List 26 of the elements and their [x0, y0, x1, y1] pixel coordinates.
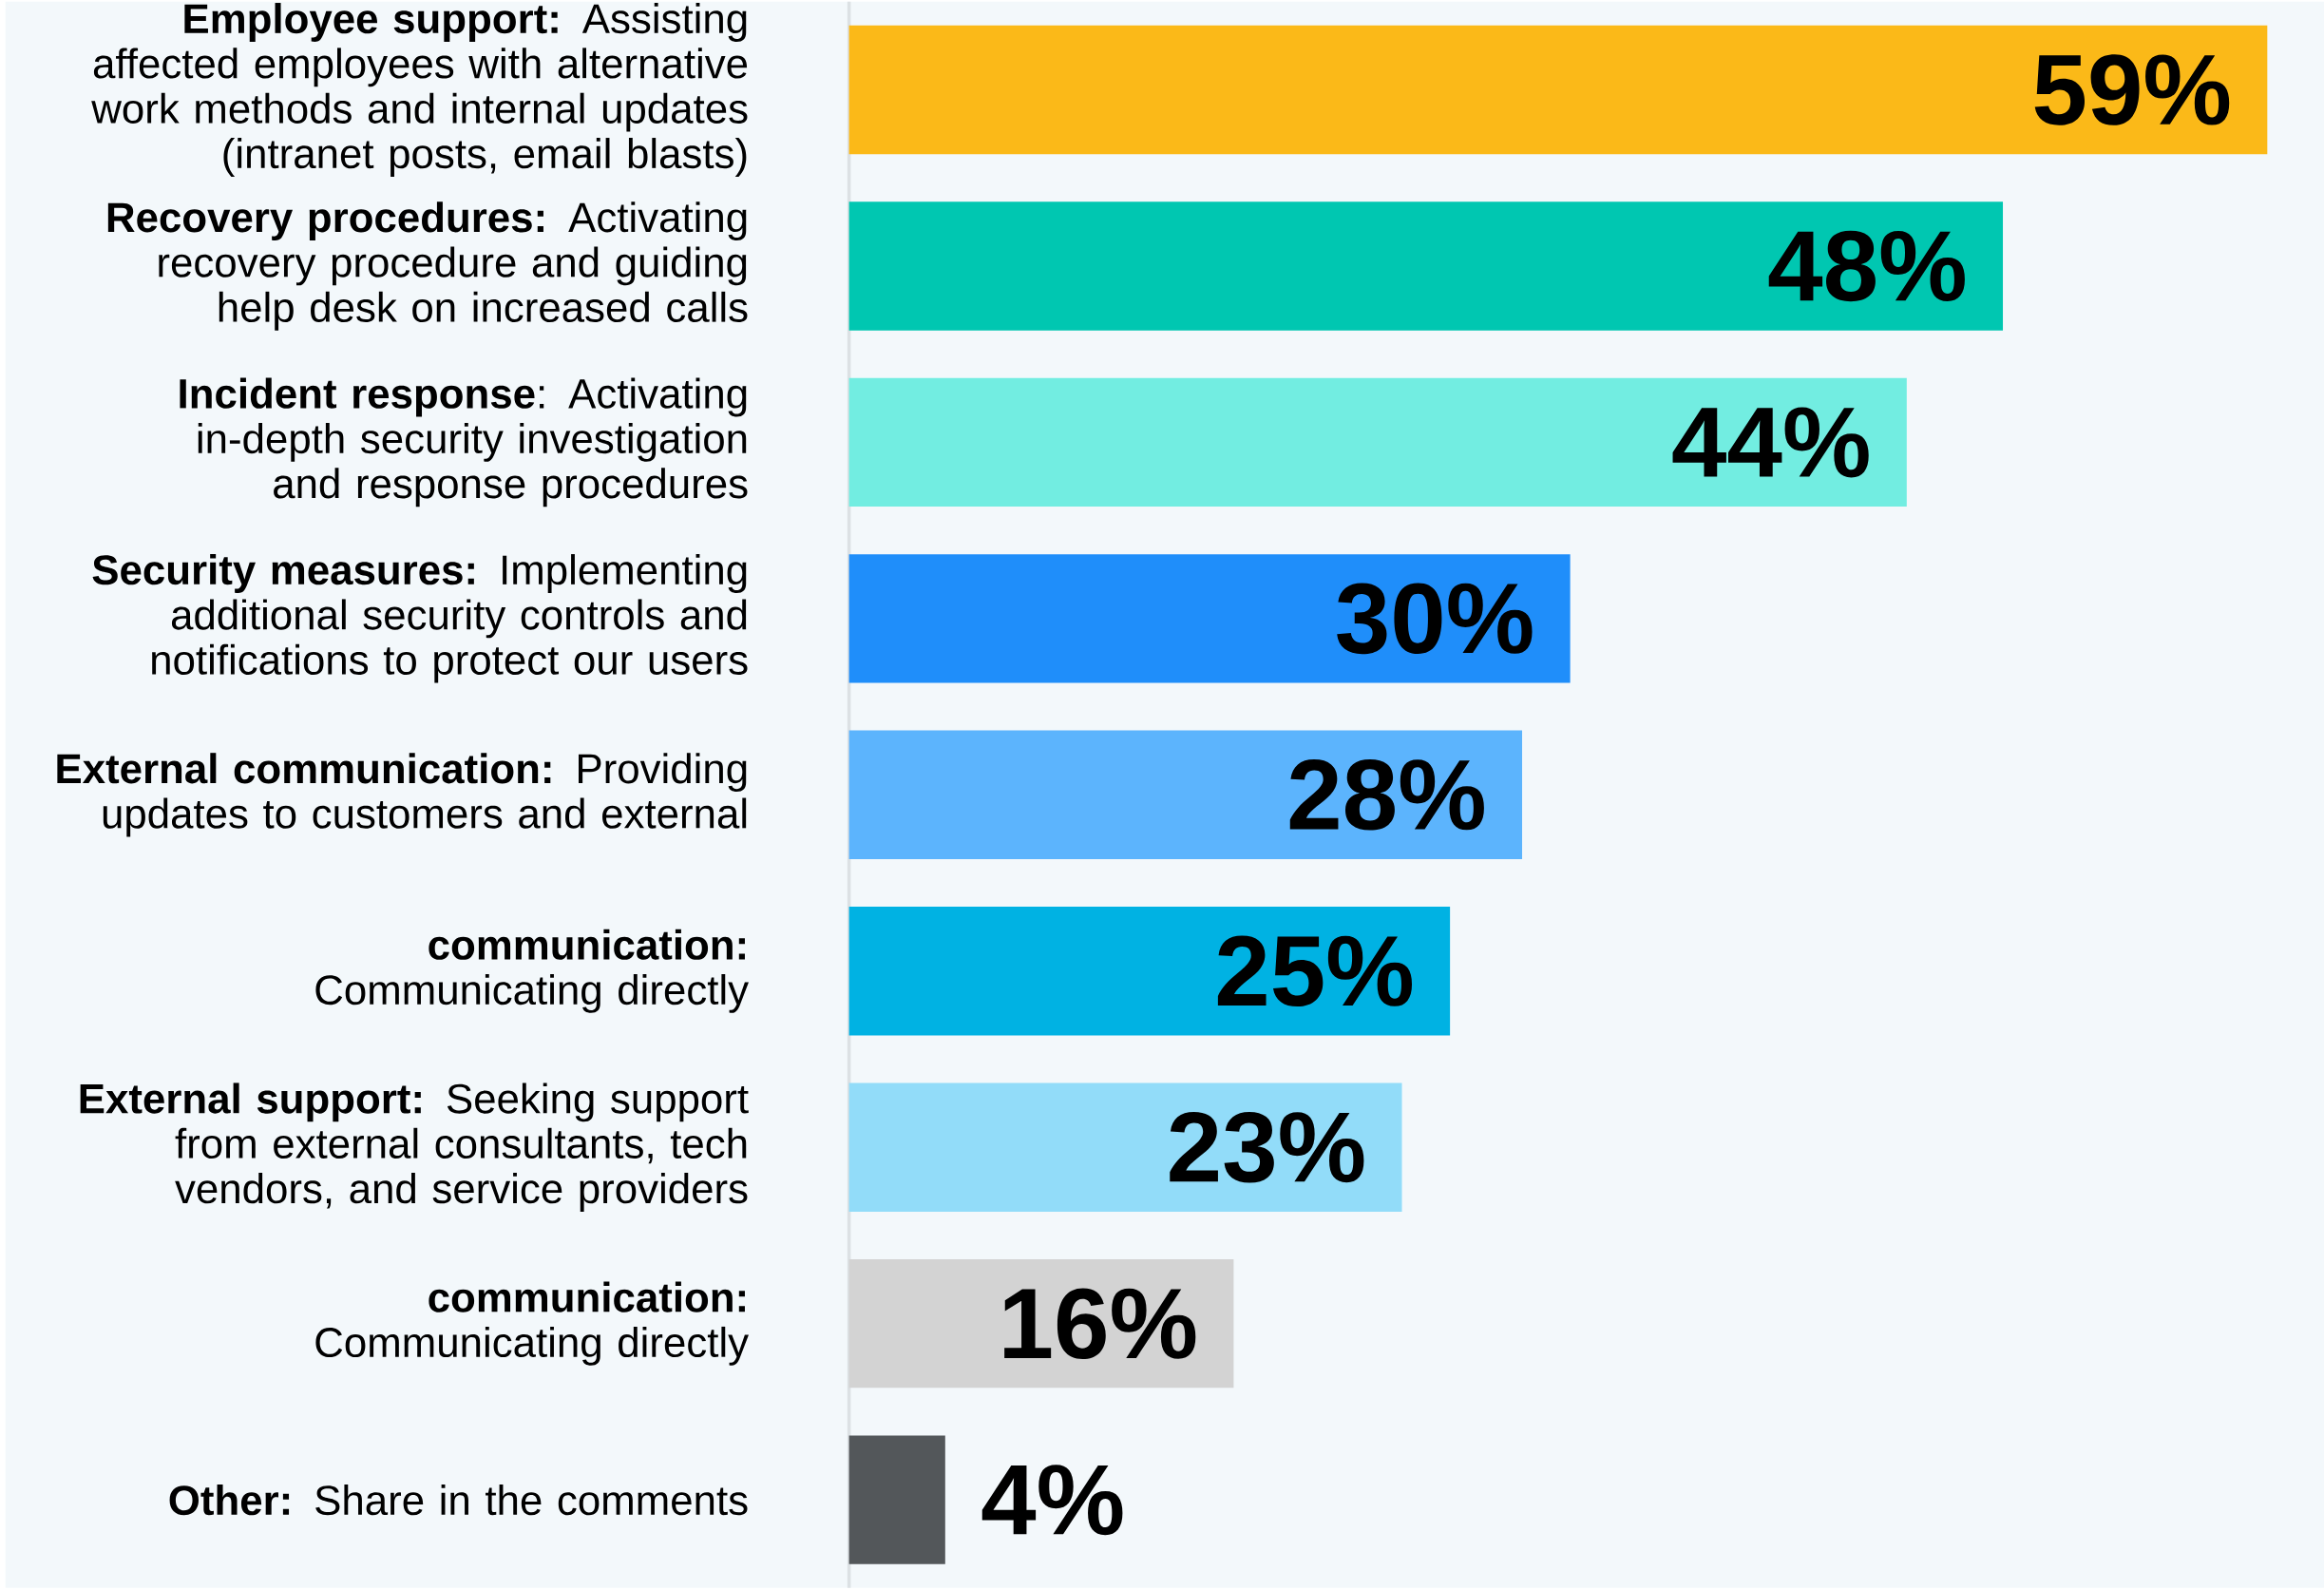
bar: [848, 26, 2268, 155]
y-tick-label: Other: Share in the comments: [169, 1485, 748, 1516]
y-tick-label: External communication: Providing updates to customers and external: [57, 753, 747, 837]
bar: [848, 377, 1907, 508]
bar: [848, 201, 2004, 331]
data-label: 48%: [1768, 230, 1965, 302]
y-tick-label: communication: Communicating directly: [315, 1281, 749, 1366]
data-label: 59%: [2034, 54, 2230, 125]
data-label: 23%: [1170, 1112, 1364, 1183]
bar: [848, 1082, 1402, 1213]
bar: [848, 907, 1451, 1036]
y-tick-label: External support: Seeking support from external consultants, tech vendors, and service providers: [80, 1082, 749, 1213]
data-label: 25%: [1217, 935, 1413, 1007]
data-label: 16%: [1004, 1288, 1196, 1360]
data-label: 44%: [1672, 407, 1869, 478]
y-tick-label: Employee support: Assisting affected employees with alternative work methods and internal updates (intranet posts, email blasts): [91, 3, 748, 178]
y-tick-label: communication: Communicating directly: [315, 929, 749, 1014]
data-label: 4%: [981, 1465, 1123, 1536]
bar: [848, 1435, 945, 1565]
bar: [848, 730, 1523, 860]
data-label: 30%: [1337, 583, 1533, 655]
bar: [848, 554, 1571, 683]
data-label: 28%: [1289, 759, 1484, 831]
y-tick-label: Recovery procedures: Activating recovery procedure and guiding help desk on increased calls: [107, 201, 748, 331]
y-tick-label: Incident response: Activating in-depth security investigation and response procedures: [180, 377, 748, 508]
y-tick-label: Security measures: Implementing additional security controls and notifications to protect our users: [92, 554, 748, 683]
